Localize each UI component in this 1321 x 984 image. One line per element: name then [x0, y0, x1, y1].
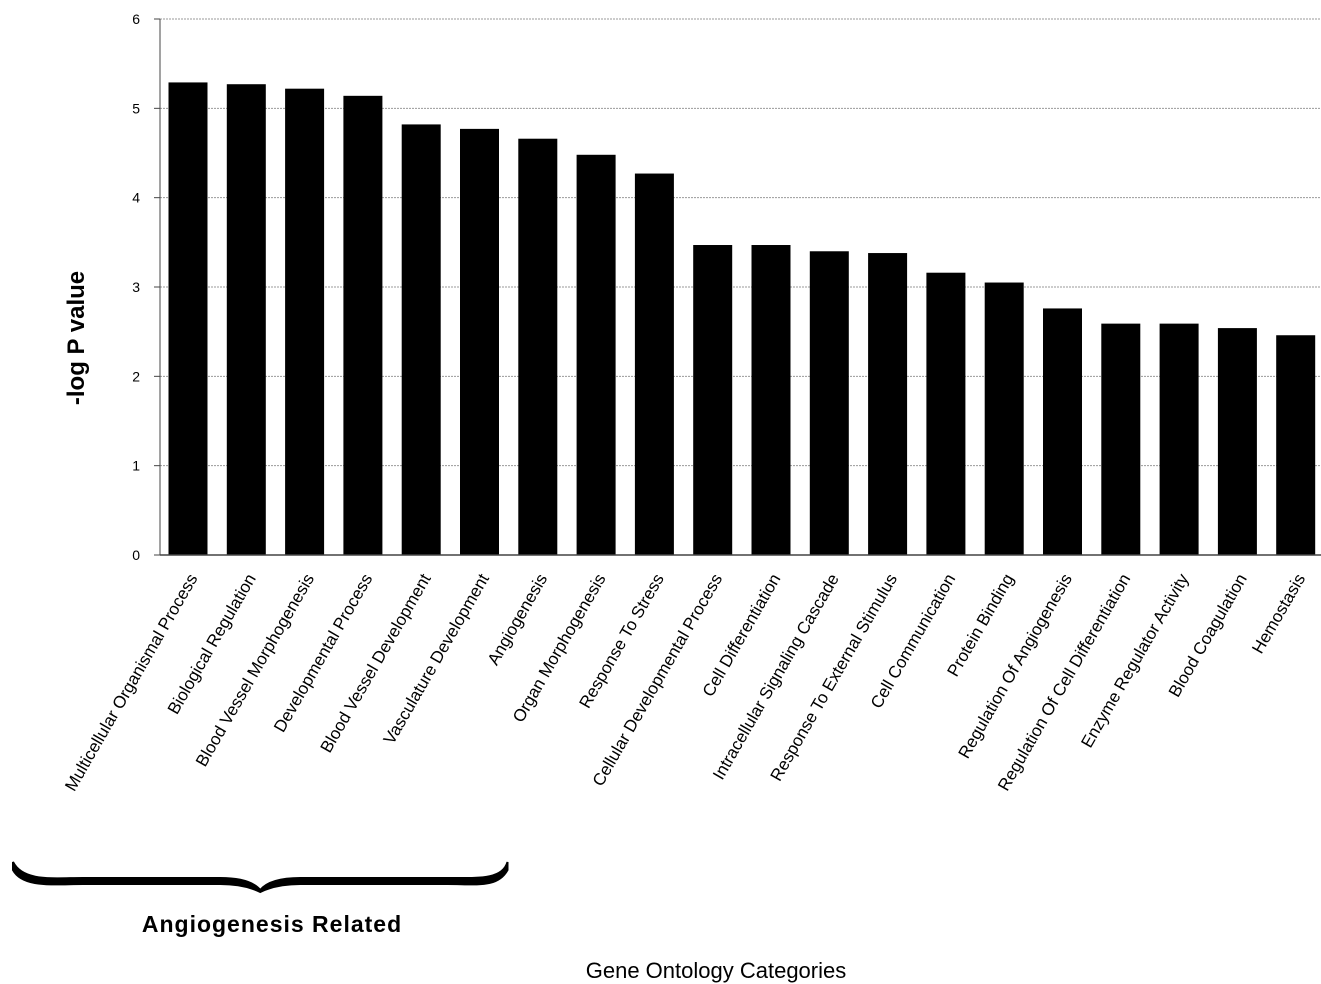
bar-8: [577, 155, 616, 555]
x-category-label-4: Developmental Process: [270, 571, 376, 736]
y-tick-label-5: 5: [132, 100, 140, 116]
y-tick-label-0: 0: [132, 547, 140, 563]
bar-14: [926, 273, 965, 555]
x-category-label-3: Blood Vessel Morphogenesis: [192, 571, 318, 770]
x-category-label-5: Blood Vessel Development: [317, 570, 435, 756]
angiogenesis-related-label: Angiogenesis Related: [142, 911, 402, 937]
bar-9: [635, 174, 674, 555]
bar-11: [752, 245, 791, 555]
y-axis-title: -log P value: [63, 271, 90, 405]
bar-10: [693, 245, 732, 555]
y-tick-label-1: 1: [132, 458, 140, 474]
y-tick-label-4: 4: [132, 190, 140, 206]
bar-19: [1218, 328, 1257, 555]
bar-16: [1043, 308, 1082, 555]
bar-1: [169, 82, 208, 555]
bar-15: [985, 283, 1024, 555]
bar-13: [868, 253, 907, 555]
category-labels: Multicellular Organismal ProcessBiologic…: [61, 570, 1309, 794]
x-category-label-16: Regulation Of Angiogenesis: [955, 571, 1076, 762]
x-category-label-18: Enzyme Regulator Activity: [1077, 570, 1192, 751]
bar-17: [1101, 324, 1140, 555]
x-category-label-20: Hemostasis: [1248, 571, 1309, 657]
bar-12: [810, 251, 849, 555]
bar-5: [402, 124, 441, 555]
gridlines: [160, 19, 1321, 466]
x-category-label-6: Vasculature Development: [380, 570, 493, 747]
bar-18: [1160, 324, 1199, 555]
angiogenesis-related-brace: [13, 862, 508, 892]
y-tick-label-6: 6: [132, 11, 140, 27]
bar-4: [343, 96, 382, 555]
y-axis: 0 1 2 3 4 5 6: [132, 11, 160, 563]
bars: [169, 82, 1316, 555]
bar-20: [1276, 335, 1315, 555]
bar-3: [285, 89, 324, 555]
y-tick-label-3: 3: [132, 279, 140, 295]
y-tick-label-2: 2: [132, 368, 140, 384]
bar-7: [518, 139, 557, 555]
x-category-label-7: Angiogenesis: [484, 571, 551, 669]
bar-2: [227, 84, 266, 555]
x-axis-title: Gene Ontology Categories: [586, 958, 847, 983]
bar-6: [460, 129, 499, 555]
